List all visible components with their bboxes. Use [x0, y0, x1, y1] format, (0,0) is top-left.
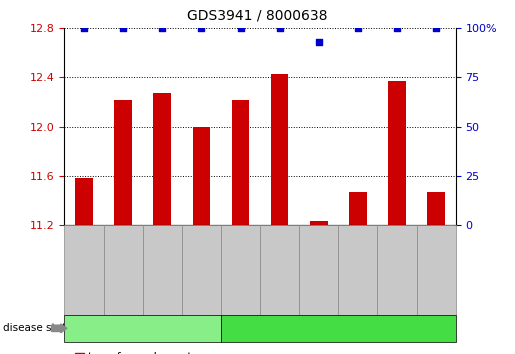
- Point: [315, 39, 323, 45]
- Text: GSM658725: GSM658725: [275, 245, 284, 295]
- Text: GSM658727: GSM658727: [158, 244, 167, 296]
- Point: [276, 25, 284, 31]
- Bar: [114, 99, 132, 225]
- Point: [393, 25, 401, 31]
- Point: [158, 25, 166, 31]
- Point: [119, 25, 127, 31]
- Text: GSM658722: GSM658722: [79, 245, 89, 295]
- Bar: [153, 93, 171, 225]
- Bar: [271, 74, 288, 225]
- Bar: [75, 178, 93, 225]
- Point: [80, 25, 88, 31]
- Text: vaginal dryness: vaginal dryness: [98, 323, 187, 333]
- Bar: [349, 192, 367, 225]
- Bar: [427, 192, 445, 225]
- Text: GSM658729: GSM658729: [353, 245, 363, 295]
- Point: [236, 25, 245, 31]
- Point: [197, 25, 205, 31]
- Point: [432, 25, 440, 31]
- Bar: [232, 99, 249, 225]
- Text: GSM658730: GSM658730: [392, 244, 402, 296]
- Text: transformed count: transformed count: [88, 352, 191, 354]
- Text: GSM658728: GSM658728: [197, 244, 206, 296]
- Text: GSM658724: GSM658724: [236, 245, 245, 295]
- Text: GSM658723: GSM658723: [118, 244, 128, 296]
- Text: GSM658726: GSM658726: [314, 244, 323, 296]
- Text: GSM658731: GSM658731: [432, 244, 441, 296]
- Bar: [310, 221, 328, 225]
- Text: GDS3941 / 8000638: GDS3941 / 8000638: [187, 9, 328, 23]
- Text: control: control: [319, 323, 357, 333]
- Bar: [388, 81, 406, 225]
- Text: disease state: disease state: [3, 323, 72, 333]
- Bar: [193, 127, 210, 225]
- Point: [354, 25, 362, 31]
